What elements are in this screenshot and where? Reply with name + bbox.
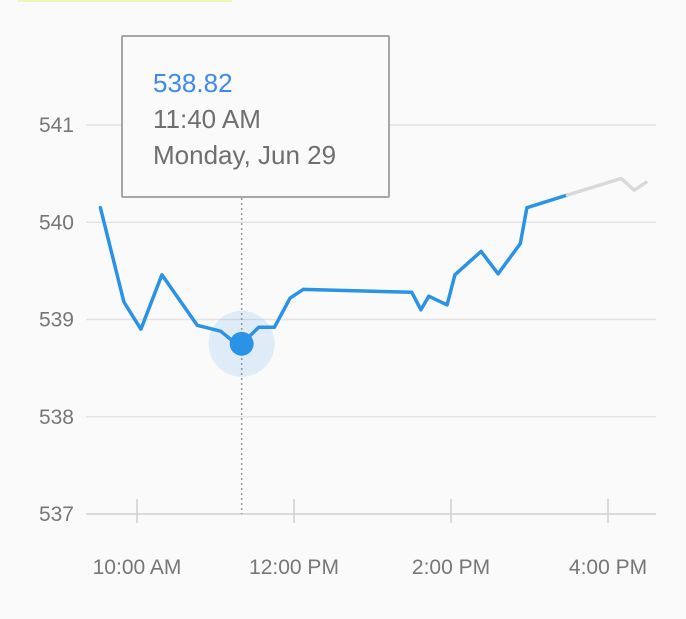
x-tick-label: 4:00 PM <box>569 556 647 579</box>
y-tick-label: 541 <box>39 114 74 137</box>
highlight-point[interactable] <box>229 331 254 356</box>
top-accent-bar <box>18 0 232 2</box>
series-line-primary[interactable] <box>98 193 570 346</box>
tooltip-value: 538.82 <box>153 68 233 98</box>
series-lines[interactable] <box>98 176 648 346</box>
y-tick-label: 539 <box>39 309 74 332</box>
x-axis: 10:00 AM 12:00 PM 2:00 PM 4:00 PM <box>93 499 647 579</box>
y-tick-label: 538 <box>39 406 74 429</box>
highlight-marker[interactable] <box>208 310 275 377</box>
y-axis-labels: 541 540 539 538 537 <box>39 114 74 526</box>
y-tick-label: 540 <box>39 211 74 234</box>
x-tick-label: 2:00 PM <box>412 556 490 579</box>
tooltip-date: Monday, Jun 29 <box>153 140 337 170</box>
x-tick-label: 12:00 PM <box>249 556 339 579</box>
y-tick-label: 537 <box>39 503 74 526</box>
series-line-secondary[interactable] <box>565 176 648 197</box>
tooltip-time: 11:40 AM <box>153 104 261 134</box>
x-tick-label: 10:00 AM <box>93 556 182 579</box>
tooltip: 538.82 11:40 AM Monday, Jun 29 <box>121 35 390 198</box>
